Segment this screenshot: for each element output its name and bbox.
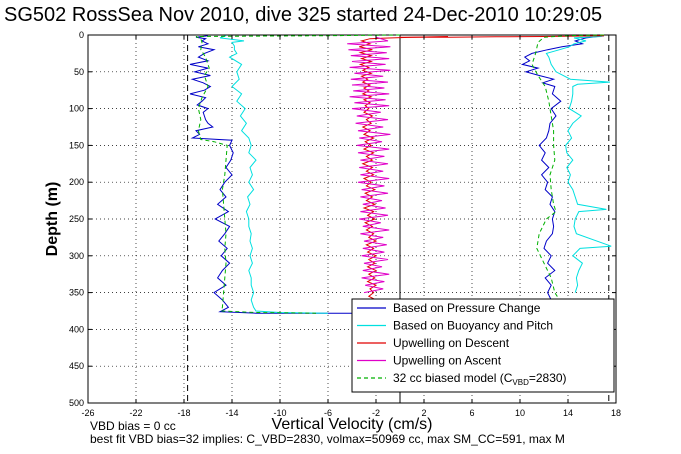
- legend-label: Based on Buoyancy and Pitch: [393, 319, 553, 333]
- x-tick-label: -18: [177, 408, 190, 418]
- x-tick-label: -14: [225, 408, 238, 418]
- series-line-5: [531, 34, 605, 301]
- series-line-1: [189, 35, 364, 314]
- x-tick-label: -2: [372, 408, 380, 418]
- x-tick-label: -10: [273, 408, 286, 418]
- y-tick-label: 250: [69, 214, 84, 224]
- ticks: -26 -22 -18 -14 -10 -6 -2 2 6 10 14 180501001502002…: [69, 30, 621, 418]
- series-line-1: [520, 35, 605, 301]
- y-tick-label: 500: [69, 398, 84, 408]
- x-tick-label: -22: [129, 408, 142, 418]
- x-tick-label: 10: [515, 408, 525, 418]
- series-line-5: [195, 34, 401, 314]
- chart-title: SG502 RossSea Nov 2010, dive 325 started…: [4, 4, 603, 26]
- series-line-2: [545, 36, 612, 293]
- series-line-4: [347, 36, 391, 294]
- y-tick-label: 350: [69, 288, 84, 298]
- x-tick-label: 14: [563, 408, 573, 418]
- y-tick-label: 0: [79, 30, 84, 40]
- series-line-2: [219, 35, 329, 314]
- x-tick-label: 2: [421, 408, 426, 418]
- legend-label: Based on Pressure Change: [393, 301, 541, 315]
- series-group: [189, 34, 612, 314]
- legend-box: [351, 298, 615, 393]
- annotation-best-fit: best fit VBD bias=32 implies: C_VBD=2830…: [90, 432, 565, 446]
- y-tick-label: 400: [69, 324, 84, 334]
- x-axis-label: Vertical Velocity (cm/s): [271, 416, 433, 433]
- y-tick-label: 300: [69, 251, 84, 261]
- x-tick-label: -26: [81, 408, 94, 418]
- legend-label: Upwelling on Ascent: [393, 354, 502, 368]
- y-tick-label: 200: [69, 177, 84, 187]
- x-tick-label: 18: [611, 408, 621, 418]
- y-tick-label: 450: [69, 361, 84, 371]
- series-line-3: [358, 36, 449, 301]
- series-line-3: [400, 35, 605, 38]
- y-tick-label: 150: [69, 140, 84, 150]
- annotation-vbd-bias: VBD bias = 0 cc: [90, 419, 176, 433]
- x-tick-label: -6: [324, 408, 332, 418]
- x-tick-label: 6: [469, 408, 474, 418]
- y-tick-label: 100: [69, 104, 84, 114]
- y-tick-label: 50: [74, 67, 84, 77]
- legend: Based on Pressure Change Based on Buoyanc…: [351, 298, 615, 393]
- legend-label: Upwelling on Descent: [393, 336, 510, 350]
- legend-label: 32 cc biased model (CVBD=2830): [393, 371, 567, 387]
